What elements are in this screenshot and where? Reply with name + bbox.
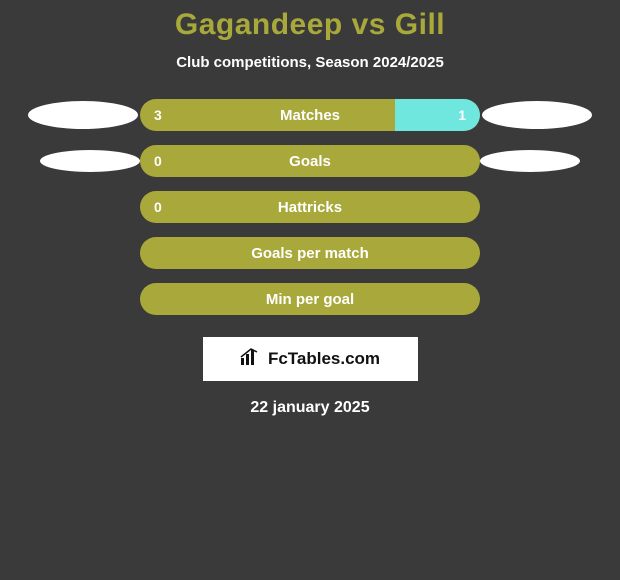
player-ellipse-left [28,101,138,129]
bar-chart-icon [240,348,262,371]
date-line: 22 january 2025 [0,399,620,417]
right-ellipse-slot [480,101,600,129]
stat-label: Hattricks [278,199,342,216]
stat-bar: Min per goal [140,283,480,315]
page-title: Gagandeep vs Gill [0,0,620,42]
stat-row: Matches 3 1 [0,99,620,131]
stat-row: Min per goal [0,283,620,315]
stat-label: Goals [289,153,331,170]
stat-label: Goals per match [251,245,369,262]
stat-row: Goals 0 [0,145,620,177]
stat-row: Goals per match [0,237,620,269]
player-ellipse-left [40,150,140,172]
stat-value-right: 1 [458,107,466,123]
left-ellipse-slot [20,150,140,172]
stat-bar: Matches 3 1 [140,99,480,131]
player-ellipse-right [482,101,592,129]
brand-text: FcTables.com [268,349,380,369]
stat-value-left: 3 [154,107,162,123]
stat-label: Min per goal [266,291,354,308]
stat-bar: Goals per match [140,237,480,269]
stat-row: Hattricks 0 [0,191,620,223]
right-ellipse-slot [480,150,600,172]
stat-value-left: 0 [154,153,162,169]
stat-bar: Goals 0 [140,145,480,177]
stat-bar-right-fill [395,99,480,131]
stat-value-left: 0 [154,199,162,215]
stat-bar: Hattricks 0 [140,191,480,223]
brand-box: FcTables.com [203,337,418,381]
stat-label: Matches [280,107,340,124]
left-ellipse-slot [20,101,140,129]
player-ellipse-right [480,150,580,172]
subtitle: Club competitions, Season 2024/2025 [0,54,620,71]
comparison-canvas: Gagandeep vs Gill Club competitions, Sea… [0,0,620,580]
stat-rows: Matches 3 1 Goals 0 Hattricks 0 Goals per match… [0,99,620,315]
